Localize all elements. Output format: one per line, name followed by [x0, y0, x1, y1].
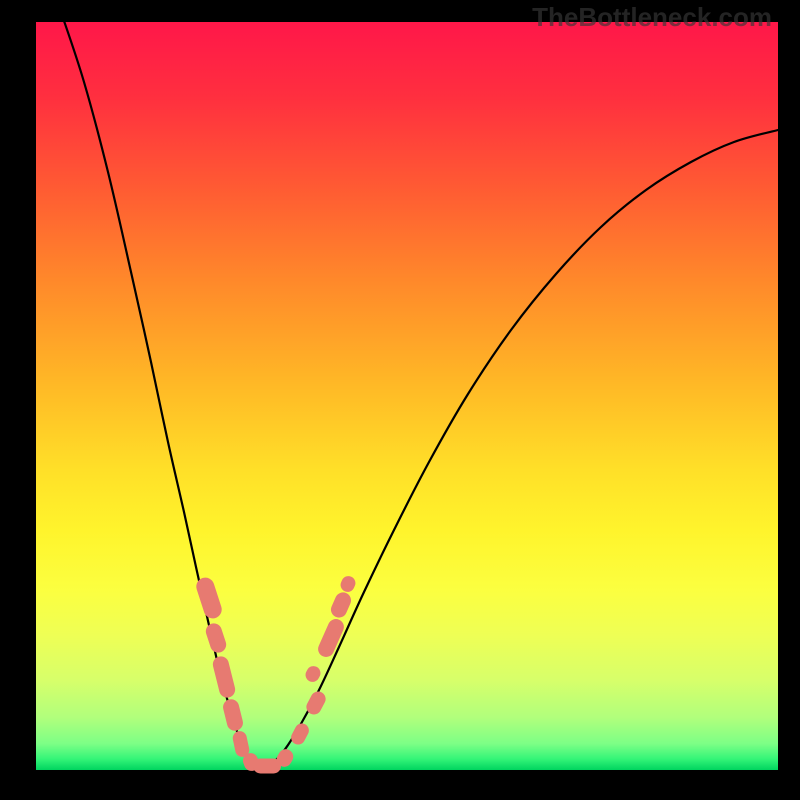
bottleneck-marker: [328, 590, 353, 620]
plot-area: [36, 22, 778, 770]
chart-root: TheBottleneck.com: [0, 0, 800, 800]
bottleneck-marker: [211, 655, 237, 700]
bottleneck-marker: [304, 689, 329, 717]
markers-layer: [36, 22, 778, 770]
bottleneck-marker: [316, 616, 347, 659]
bottleneck-marker: [289, 721, 312, 747]
bottleneck-marker: [204, 621, 228, 654]
watermark-text: TheBottleneck.com: [532, 2, 772, 33]
bottleneck-marker: [338, 574, 357, 594]
bottleneck-marker: [303, 664, 323, 685]
bottleneck-marker: [194, 575, 224, 621]
bottleneck-marker: [221, 698, 244, 733]
